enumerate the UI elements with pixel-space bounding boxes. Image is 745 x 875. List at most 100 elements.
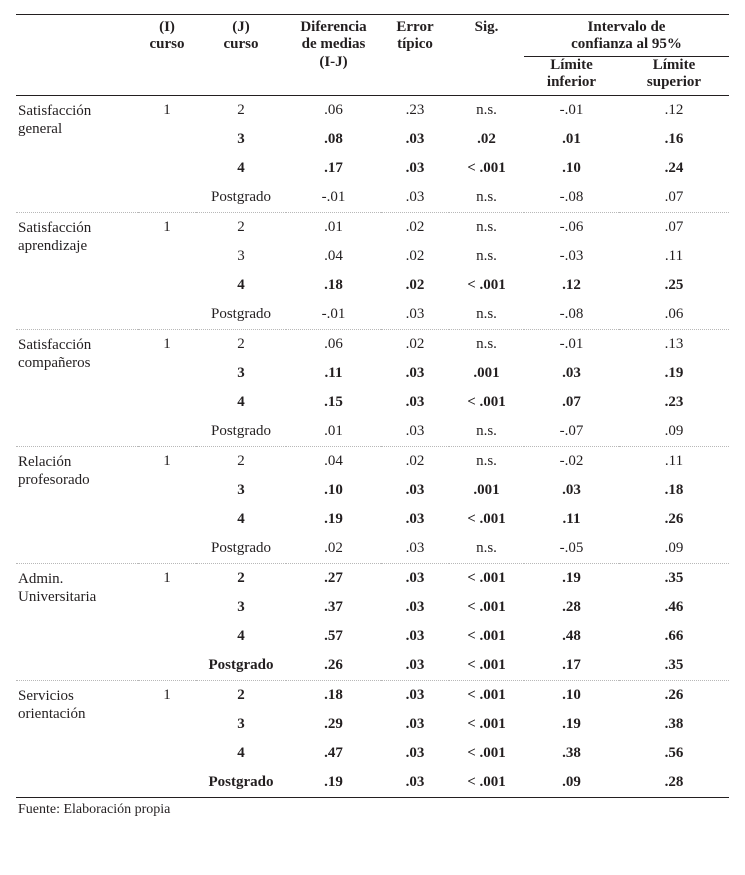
cell-sig: < .001	[449, 388, 524, 417]
group-label: Serviciosorientación	[16, 681, 138, 798]
cell-sig: n.s.	[449, 96, 524, 126]
group-label-line2: Universitaria	[18, 589, 138, 607]
cell-err: .03	[381, 593, 449, 622]
cell-diff: .17	[286, 154, 381, 183]
hdr-sig: Sig.	[449, 15, 524, 96]
cell-lo: .03	[524, 476, 619, 505]
cell-j: 4	[196, 739, 286, 768]
cell-j: Postgrado	[196, 651, 286, 681]
cell-hi: .09	[619, 417, 729, 447]
hdr-j: (J)curso	[196, 15, 286, 96]
cell-sig: .02	[449, 125, 524, 154]
cell-diff: .18	[286, 681, 381, 711]
cell-j: 2	[196, 96, 286, 126]
group-label: Satisfaccióncompañeros	[16, 330, 138, 447]
cell-err: .02	[381, 330, 449, 360]
cell-j: 2	[196, 213, 286, 243]
hdr-hi: Límitesuperior	[619, 56, 729, 96]
cell-lo: -.01	[524, 96, 619, 126]
cell-sig: < .001	[449, 564, 524, 594]
cell-hi: .25	[619, 271, 729, 300]
cell-err: .03	[381, 300, 449, 330]
cell-sig: < .001	[449, 768, 524, 798]
cell-err: .03	[381, 564, 449, 594]
cell-sig: < .001	[449, 681, 524, 711]
cell-lo: .10	[524, 154, 619, 183]
cell-diff: .06	[286, 330, 381, 360]
i-curso	[138, 593, 196, 622]
cell-hi: .35	[619, 651, 729, 681]
cell-diff: .26	[286, 651, 381, 681]
cell-j: 4	[196, 505, 286, 534]
cell-lo: .19	[524, 564, 619, 594]
group-label-line2: general	[18, 121, 138, 139]
i-curso	[138, 359, 196, 388]
group-label-line1: Admin.	[18, 571, 63, 587]
cell-diff: .19	[286, 768, 381, 798]
cell-j: 2	[196, 681, 286, 711]
i-curso: 1	[138, 564, 196, 594]
cell-j: 3	[196, 242, 286, 271]
cell-sig: < .001	[449, 271, 524, 300]
cell-diff: .04	[286, 447, 381, 477]
cell-j: Postgrado	[196, 300, 286, 330]
cell-sig: n.s.	[449, 213, 524, 243]
hdr-ci: Intervalo deconfianza al 95%	[524, 15, 729, 57]
cell-hi: .18	[619, 476, 729, 505]
hdr-lo: Límiteinferior	[524, 56, 619, 96]
i-curso	[138, 768, 196, 798]
i-curso	[138, 505, 196, 534]
group-label-line1: Satisfacción	[18, 220, 91, 236]
hdr-i: (I)curso	[138, 15, 196, 96]
i-curso	[138, 242, 196, 271]
cell-diff: .01	[286, 213, 381, 243]
cell-sig: < .001	[449, 505, 524, 534]
hdr-diff: Diferenciade medias(I-J)	[286, 15, 381, 96]
cell-hi: .12	[619, 96, 729, 126]
cell-err: .02	[381, 242, 449, 271]
i-curso: 1	[138, 213, 196, 243]
cell-lo: .12	[524, 271, 619, 300]
cell-err: .03	[381, 388, 449, 417]
i-curso	[138, 125, 196, 154]
cell-lo: -.06	[524, 213, 619, 243]
cell-diff: .04	[286, 242, 381, 271]
cell-j: 4	[196, 388, 286, 417]
cell-err: .03	[381, 183, 449, 213]
cell-sig: n.s.	[449, 417, 524, 447]
cell-sig: n.s.	[449, 300, 524, 330]
cell-sig: n.s.	[449, 330, 524, 360]
cell-j: 4	[196, 154, 286, 183]
group-label: Satisfaccióngeneral	[16, 96, 138, 213]
cell-sig: < .001	[449, 154, 524, 183]
cell-diff: .18	[286, 271, 381, 300]
cell-err: .03	[381, 505, 449, 534]
group-label-line1: Satisfacción	[18, 337, 91, 353]
cell-sig: < .001	[449, 622, 524, 651]
table-row: Serviciosorientación12.18.03< .001.10.26	[16, 681, 729, 711]
cell-err: .03	[381, 534, 449, 564]
cell-sig: .001	[449, 476, 524, 505]
cell-j: 4	[196, 622, 286, 651]
hdr-blank	[16, 15, 138, 57]
cell-err: .03	[381, 622, 449, 651]
cell-hi: .09	[619, 534, 729, 564]
cell-err: .02	[381, 447, 449, 477]
hdr-err: Errortípico	[381, 15, 449, 96]
cell-err: .03	[381, 651, 449, 681]
i-curso	[138, 534, 196, 564]
table-row: Relaciónprofesorado12.04.02n.s.-.02.11	[16, 447, 729, 477]
cell-diff: .06	[286, 96, 381, 126]
cell-lo: .09	[524, 768, 619, 798]
i-curso	[138, 300, 196, 330]
table-row: Admin.Universitaria12.27.03< .001.19.35	[16, 564, 729, 594]
cell-sig: < .001	[449, 739, 524, 768]
cell-hi: .38	[619, 710, 729, 739]
cell-j: 3	[196, 359, 286, 388]
cell-hi: .46	[619, 593, 729, 622]
cell-err: .03	[381, 154, 449, 183]
table-row: Satisfaccióncompañeros12.06.02n.s.-.01.1…	[16, 330, 729, 360]
cell-hi: .07	[619, 213, 729, 243]
cell-hi: .19	[619, 359, 729, 388]
group-label-line1: Servicios	[18, 688, 74, 704]
